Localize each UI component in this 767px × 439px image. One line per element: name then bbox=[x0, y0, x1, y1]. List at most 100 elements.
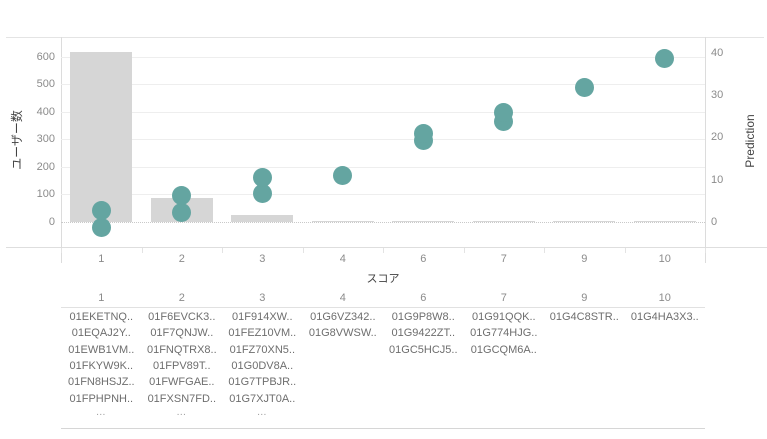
zero-gridline bbox=[61, 222, 705, 223]
left-tick-label: 400 bbox=[36, 105, 55, 118]
left-tick-label: 0 bbox=[48, 216, 55, 228]
dot-mark[interactable] bbox=[252, 184, 272, 204]
x-tick bbox=[302, 248, 304, 253]
right-tick-label: 10 bbox=[711, 173, 724, 186]
table-header-divider bbox=[61, 307, 705, 308]
gridline bbox=[61, 139, 705, 141]
left-tick-label: 100 bbox=[36, 188, 55, 201]
more-indicator: … bbox=[256, 407, 268, 418]
id-cell[interactable]: 01FPHPNH.. bbox=[69, 392, 134, 405]
id-cell[interactable]: 01EKETNQ.. bbox=[69, 311, 134, 323]
left-axis-title: ユーザー数 bbox=[10, 110, 24, 170]
x-tick-label: 6 bbox=[420, 253, 427, 265]
gridline bbox=[61, 194, 705, 196]
id-cell[interactable]: 01GC5HCJ5.. bbox=[389, 343, 458, 356]
id-cell[interactable]: 01G4HA3X3.. bbox=[630, 311, 699, 323]
id-cell[interactable]: 01FZ70XN5.. bbox=[229, 343, 295, 356]
table-header-cell: 3 bbox=[259, 292, 266, 304]
id-cell[interactable]: 01FXSN7FD.. bbox=[147, 392, 217, 405]
id-cell[interactable]: 01G0DV8A.. bbox=[231, 359, 294, 372]
x-axis-line bbox=[6, 247, 767, 248]
id-cell[interactable]: 01EWB1VM.. bbox=[68, 343, 135, 356]
id-cell[interactable]: 01G4C8STR.. bbox=[549, 311, 619, 323]
id-cell[interactable]: 01F6EVCK3.. bbox=[148, 311, 216, 323]
id-cell[interactable]: 01FN8HSJZ.. bbox=[67, 376, 135, 389]
x-tick-label: 2 bbox=[178, 253, 185, 265]
chart-top-border bbox=[6, 37, 764, 38]
right-axis-line bbox=[705, 37, 706, 263]
id-cell[interactable]: 01G9P8W8.. bbox=[391, 311, 455, 323]
id-cell[interactable]: 01FWFGAE.. bbox=[149, 376, 215, 389]
right-tick-label: 20 bbox=[711, 131, 724, 144]
id-cell[interactable]: 01G774HJG.. bbox=[470, 327, 538, 340]
bar-mark[interactable] bbox=[311, 220, 374, 222]
x-tick-label: 7 bbox=[500, 253, 507, 265]
table-header-cell: 7 bbox=[500, 292, 507, 304]
id-cell[interactable]: 01FPV89T.. bbox=[153, 359, 211, 372]
table-bottom-border bbox=[61, 428, 705, 429]
id-cell[interactable]: 01G9422ZT.. bbox=[391, 327, 456, 340]
id-cell[interactable]: 01EQAJ2Y.. bbox=[71, 327, 131, 340]
x-tick bbox=[61, 248, 62, 253]
x-tick bbox=[705, 248, 706, 253]
id-cell[interactable]: 01FNQTRX8.. bbox=[146, 343, 217, 356]
more-indicator: … bbox=[176, 407, 188, 418]
bar-mark[interactable] bbox=[633, 220, 696, 222]
dot-mark[interactable] bbox=[91, 218, 111, 238]
x-tick-label: 3 bbox=[259, 253, 266, 265]
left-tick-label: 600 bbox=[36, 50, 55, 63]
bar-mark[interactable] bbox=[70, 52, 133, 222]
id-cell[interactable]: 01G91QQK.. bbox=[472, 311, 536, 323]
left-tick-label: 200 bbox=[36, 160, 55, 173]
bar-mark[interactable] bbox=[392, 220, 455, 222]
dot-mark[interactable] bbox=[91, 200, 111, 220]
bar-mark[interactable] bbox=[553, 220, 616, 222]
x-tick bbox=[222, 248, 223, 253]
id-cell[interactable]: 01G8VWSW.. bbox=[308, 327, 377, 340]
gridline bbox=[61, 166, 705, 168]
dot-mark[interactable] bbox=[333, 165, 353, 185]
x-tick bbox=[383, 248, 384, 253]
bar-mark[interactable] bbox=[472, 220, 535, 222]
x-tick-label: 1 bbox=[98, 253, 105, 265]
gridline bbox=[61, 111, 705, 113]
gridline bbox=[61, 84, 705, 86]
id-cell[interactable]: 01G7TPBJR.. bbox=[228, 376, 297, 389]
more-indicator: … bbox=[95, 407, 107, 418]
x-axis-title: スコア bbox=[366, 273, 400, 285]
id-cell[interactable]: 01F7QNJW.. bbox=[150, 327, 214, 340]
x-tick-label: 4 bbox=[339, 253, 346, 265]
right-tick-label: 30 bbox=[711, 89, 724, 102]
table-header-cell: 9 bbox=[581, 292, 588, 304]
table-header-cell: 2 bbox=[178, 292, 185, 304]
id-cell[interactable]: 01G7XJT0A.. bbox=[229, 392, 296, 405]
id-cell[interactable]: 01G6VZ342.. bbox=[310, 311, 376, 323]
dot-mark[interactable] bbox=[172, 186, 192, 206]
right-tick-label: 40 bbox=[711, 46, 724, 59]
x-tick bbox=[463, 248, 465, 253]
x-tick bbox=[141, 248, 143, 253]
dot-mark[interactable] bbox=[494, 102, 514, 122]
id-cell[interactable]: 01FKYW9K.. bbox=[69, 359, 134, 372]
dot-mark[interactable] bbox=[413, 123, 433, 143]
x-tick-label: 10 bbox=[658, 253, 671, 265]
id-cell[interactable]: 01GCQM6A.. bbox=[470, 343, 537, 356]
id-cell[interactable]: 01FEZ10VM.. bbox=[228, 327, 297, 340]
dot-mark[interactable] bbox=[252, 168, 272, 188]
table-header-cell: 6 bbox=[420, 292, 427, 304]
x-tick-label: 9 bbox=[581, 253, 588, 265]
bar-mark[interactable] bbox=[231, 215, 294, 222]
id-cell[interactable]: 01F914XW.. bbox=[232, 311, 293, 323]
table-header-cell: 1 bbox=[98, 292, 105, 304]
dot-mark[interactable] bbox=[172, 203, 192, 223]
right-tick-label: 0 bbox=[711, 216, 718, 228]
table-header-cell: 10 bbox=[658, 292, 671, 304]
x-tick bbox=[624, 248, 626, 253]
left-tick-label: 300 bbox=[36, 133, 55, 146]
right-axis-title: Prediction bbox=[743, 114, 757, 168]
gridline bbox=[61, 56, 705, 58]
dot-mark[interactable] bbox=[655, 49, 675, 69]
dot-mark[interactable] bbox=[574, 78, 594, 97]
table-header-cell: 4 bbox=[339, 292, 346, 304]
